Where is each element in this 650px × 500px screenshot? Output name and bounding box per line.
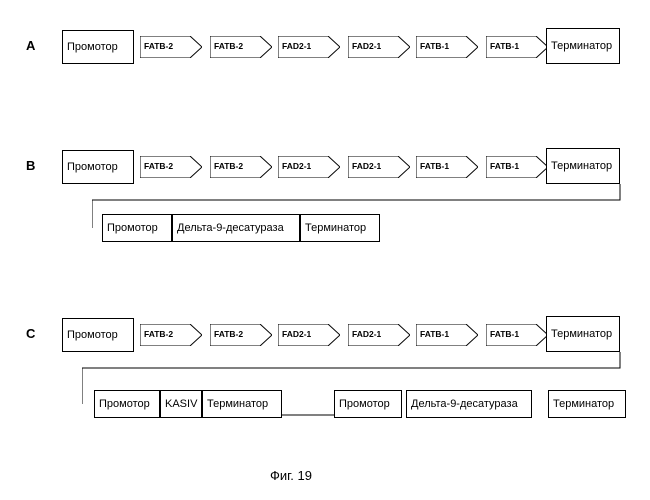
gene-arrow-0: FATB-2	[140, 324, 202, 346]
figure-caption: Фиг. 19	[270, 468, 312, 483]
gene-arrow-3: FAD2-1	[348, 156, 410, 178]
cassette-box-1: KASIV	[160, 390, 202, 418]
gene-arrow-4: FATB-1	[416, 36, 478, 58]
section-label: C	[26, 326, 35, 341]
cassette-box-3: Промотор	[334, 390, 402, 418]
gene-arrow-5: FATB-1	[486, 36, 548, 58]
cassette-box-5: Терминатор	[548, 390, 626, 418]
gene-arrow-3: FAD2-1	[348, 324, 410, 346]
mid-connector	[282, 403, 334, 405]
terminator-box: Терминатор	[546, 148, 620, 184]
gene-arrow-4: FATB-1	[416, 324, 478, 346]
promoter-box: Промотор	[62, 150, 134, 184]
cassette-box-1: Дельта-9-десатураза	[172, 214, 300, 242]
gene-arrow-0: FATB-2	[140, 36, 202, 58]
gene-arrow-4: FATB-1	[416, 156, 478, 178]
gene-arrow-2: FAD2-1	[278, 324, 340, 346]
promoter-box: Промотор	[62, 30, 134, 64]
gene-arrow-5: FATB-1	[486, 156, 548, 178]
gene-arrow-3: FAD2-1	[348, 36, 410, 58]
cassette-box-0: Промотор	[102, 214, 172, 242]
promoter-box: Промотор	[62, 318, 134, 352]
gene-arrow-1: FATB-2	[210, 156, 272, 178]
terminator-box: Терминатор	[546, 28, 620, 64]
gene-arrow-0: FATB-2	[140, 156, 202, 178]
gene-arrow-1: FATB-2	[210, 36, 272, 58]
gene-arrow-5: FATB-1	[486, 324, 548, 346]
cassette-box-2: Терминатор	[202, 390, 282, 418]
gene-arrow-2: FAD2-1	[278, 36, 340, 58]
cassette-box-2: Терминатор	[300, 214, 380, 242]
terminator-box: Терминатор	[546, 316, 620, 352]
gene-arrow-1: FATB-2	[210, 324, 272, 346]
section-label: A	[26, 38, 35, 53]
cassette-box-4: Дельта-9-десатураза	[406, 390, 532, 418]
cassette-box-0: Промотор	[94, 390, 160, 418]
gene-arrow-2: FAD2-1	[278, 156, 340, 178]
section-label: B	[26, 158, 35, 173]
